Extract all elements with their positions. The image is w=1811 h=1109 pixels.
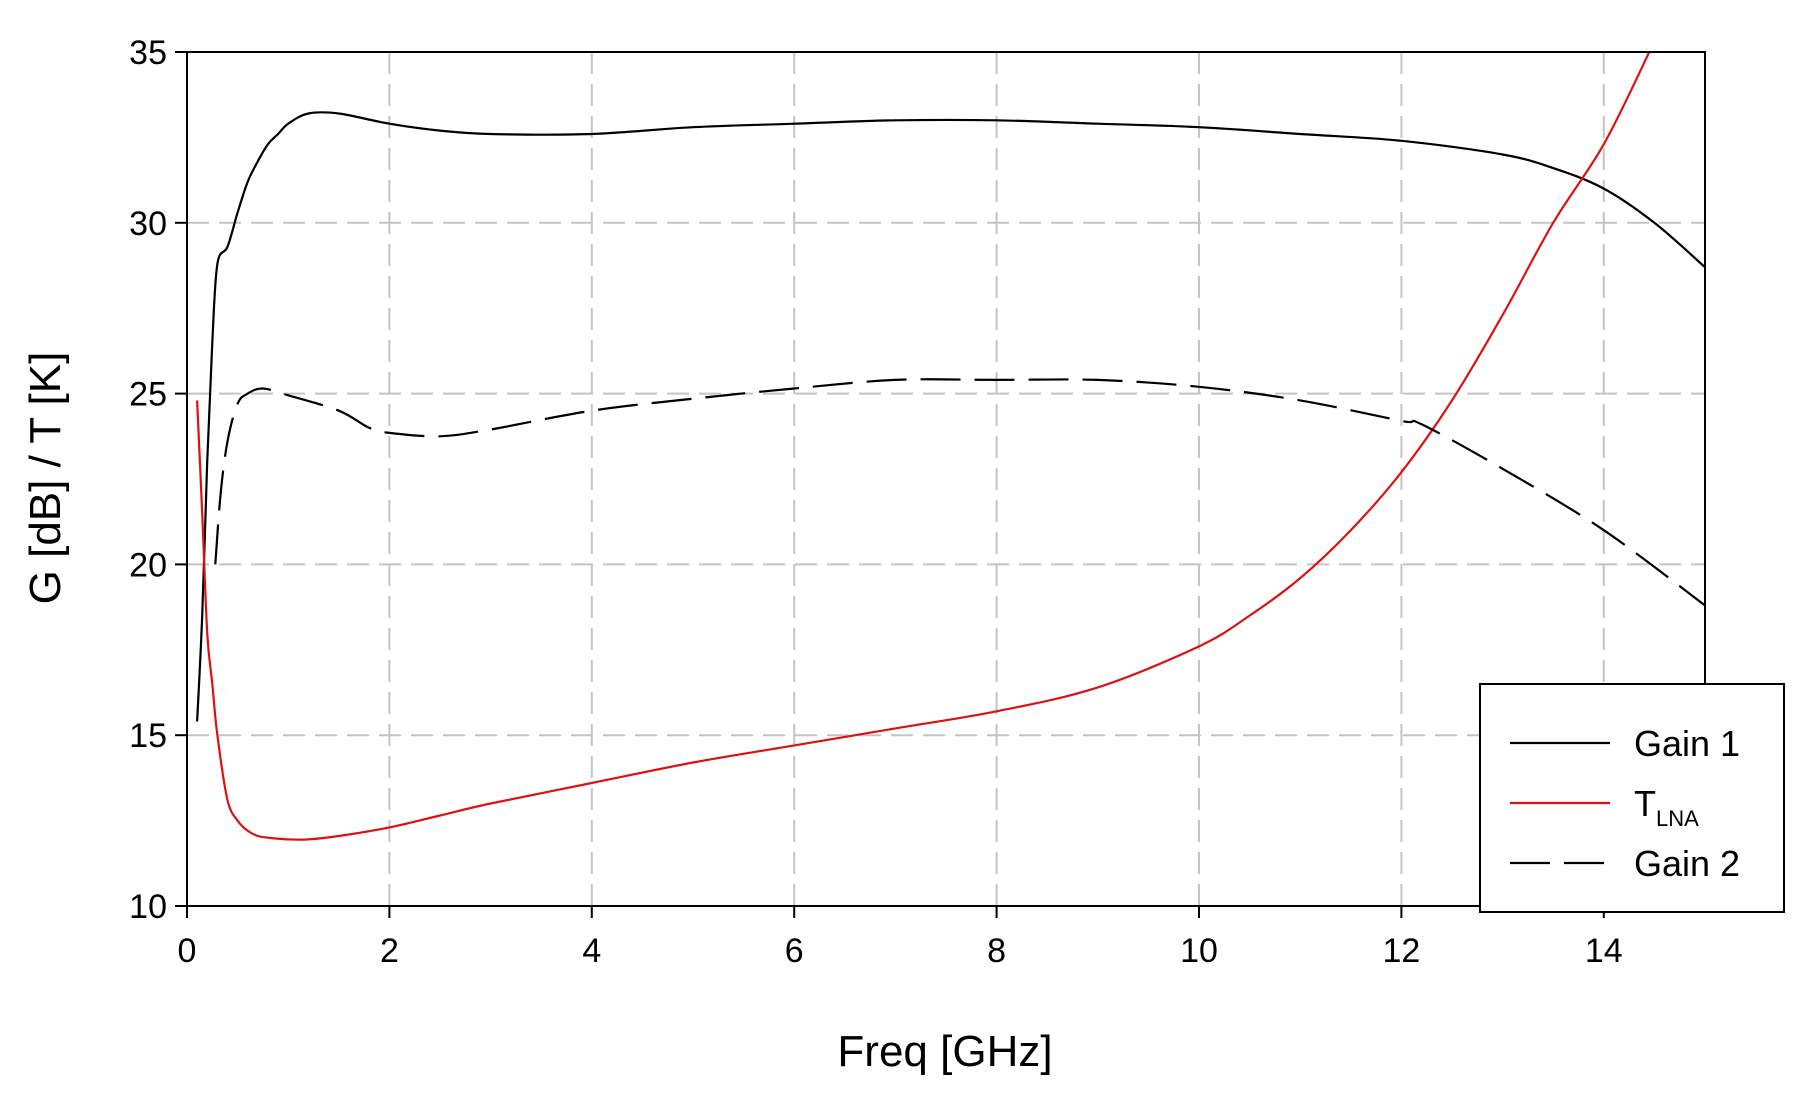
x-axis-title: Freq [GHz] [837, 1027, 1052, 1076]
series-line-gain-1 [196, 111, 1706, 722]
y-tick-label: 10 [129, 888, 167, 926]
axis-tick-labels: 0 2 4 6 8 10 12 14 10 15 20 25 30 35 [129, 34, 1623, 970]
series-line-tlna [196, 51, 1651, 841]
axis-ticks [175, 51, 1605, 918]
legend-label: Gain 1 [1634, 723, 1740, 764]
x-tick-label: 12 [1382, 932, 1420, 970]
x-tick-label: 8 [987, 932, 1006, 970]
y-tick-label: 15 [129, 717, 167, 755]
legend: Gain 1 TLNA Gain 2 [1479, 683, 1785, 913]
series-layer [196, 51, 1706, 841]
legend-label: Gain 2 [1634, 843, 1740, 884]
legend-label: TLNA [1634, 783, 1699, 831]
x-tick-label: 4 [582, 932, 601, 970]
y-axis-title: G [dB] / T [K] [21, 352, 70, 605]
x-tick-label: 0 [178, 932, 197, 970]
plot-frame [186, 51, 1706, 907]
y-tick-label: 20 [129, 546, 167, 584]
y-tick-label: 30 [129, 205, 167, 243]
grid-lines [187, 52, 1705, 906]
x-tick-label: 6 [785, 932, 804, 970]
series-line-gain-2 [214, 378, 1706, 607]
x-tick-label: 10 [1180, 932, 1218, 970]
y-tick-label: 35 [129, 34, 167, 72]
legend-box [1479, 683, 1785, 913]
x-tick-label: 2 [380, 932, 399, 970]
y-tick-label: 25 [129, 376, 167, 414]
x-tick-label: 14 [1585, 932, 1623, 970]
